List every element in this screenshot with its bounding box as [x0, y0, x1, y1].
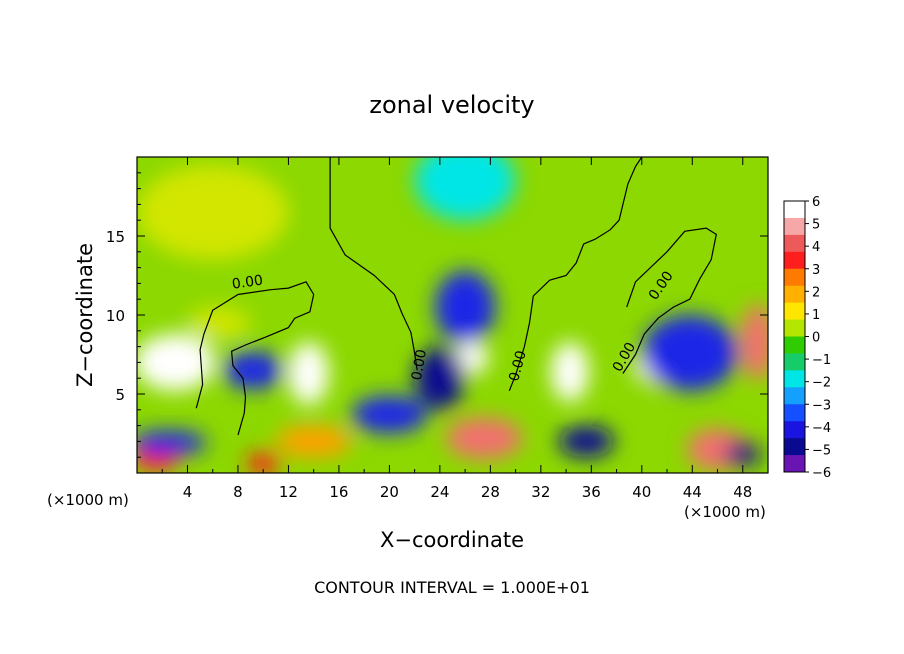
x-unit-label-right: (×1000 m) — [684, 503, 766, 521]
y-axis-ticks: 5 10 15 — [106, 172, 768, 458]
x-tick-label: 48 — [733, 483, 752, 501]
colorbar-swatch — [784, 319, 805, 337]
colorbar-swatch — [784, 217, 805, 236]
heatmap-blobs — [137, 157, 768, 473]
colorbar-swatch — [784, 404, 805, 422]
zero-contour-line — [508, 157, 643, 392]
x-tick-label: 16 — [329, 483, 348, 501]
heatmap-blob — [641, 315, 738, 391]
y-axis-label: Z−coordinate — [73, 243, 97, 387]
zero-contour-line — [329, 157, 418, 371]
contour-value-label: 0.00 — [409, 348, 430, 381]
heatmap-blob — [187, 307, 251, 339]
heatmap-blob — [414, 346, 466, 410]
colorbar-swatch — [784, 387, 805, 405]
contour-value-label: 0.00 — [231, 273, 264, 293]
colorbar-label: 0 — [812, 331, 820, 346]
y-tick-label: 10 — [106, 307, 125, 325]
heatmap-blob — [222, 351, 284, 390]
colorbar-swatch — [784, 285, 805, 304]
colorbar-label: −1 — [812, 353, 831, 368]
colorbar-label: −3 — [812, 398, 831, 413]
heatmap-blob — [741, 303, 768, 380]
colorbar-label: 2 — [812, 285, 820, 300]
colorbar-label: −4 — [812, 421, 831, 436]
heatmap-blob — [288, 341, 329, 406]
x-tick-label: 44 — [683, 483, 702, 501]
heatmap-blob — [558, 425, 615, 458]
heatmap-field: 0.000.00 0.00 0.000.00 — [137, 157, 768, 473]
y-tick-label: 5 — [115, 386, 125, 404]
x-tick-label: 40 — [632, 483, 651, 501]
colorbar-swatch — [784, 302, 805, 321]
x-tick-label: 36 — [582, 483, 601, 501]
colorbar-label: 6 — [812, 195, 820, 210]
colorbar-swatch — [784, 421, 805, 439]
heatmap-blob — [137, 430, 207, 456]
chart-title: zonal velocity — [369, 91, 534, 119]
contour-value-label: 0.00 — [506, 349, 530, 383]
x-axis-label: X−coordinate — [380, 528, 524, 552]
colorbar-swatch — [784, 370, 805, 388]
colorbar-label: 1 — [812, 308, 820, 323]
zero-contour-line — [622, 227, 717, 374]
heatmap-blob — [550, 341, 589, 402]
x-tick-label: 24 — [430, 483, 449, 501]
x-tick-label: 20 — [380, 483, 399, 501]
heatmap-blob — [414, 157, 516, 221]
x-axis-ticks: 4 8 12 16 20 24 28 32 36 40 44 48 — [161, 157, 752, 501]
heatmap-blob — [725, 441, 761, 467]
colorbar-swatch — [784, 353, 805, 371]
heatmap-blob — [246, 452, 280, 473]
heatmap-blob — [275, 425, 352, 458]
colorbar-label: 4 — [812, 240, 820, 255]
colorbar-label: −5 — [812, 443, 831, 458]
zero-contour-line — [195, 281, 315, 436]
colorbar-label: 5 — [812, 218, 820, 233]
zero-contours: 0.000.00 0.00 0.000.00 — [195, 157, 717, 436]
x-tick-label: 4 — [183, 483, 193, 501]
colorbar-label: −2 — [812, 376, 831, 391]
heatmap-blob — [446, 417, 522, 459]
x-unit-label-left: (×1000 m) — [47, 491, 129, 509]
colorbar-swatch — [784, 251, 805, 270]
heatmap-blob — [434, 270, 496, 344]
contour-interval-footer: CONTOUR INTERVAL = 1.000E+01 — [314, 578, 590, 597]
y-tick-label: 15 — [106, 228, 125, 246]
x-tick-label: 8 — [233, 483, 243, 501]
colorbar-swatch — [784, 438, 805, 456]
heatmap-blob — [137, 333, 216, 391]
x-tick-label: 12 — [279, 483, 298, 501]
colorbar-swatch — [784, 455, 805, 473]
x-tick-label: 28 — [481, 483, 500, 501]
colorbar-swatch — [784, 201, 805, 219]
colorbar-label: −6 — [812, 466, 831, 481]
heatmap-blob — [137, 164, 289, 260]
heatmap-blob — [351, 395, 428, 434]
colorbar-swatch — [784, 234, 805, 253]
x-tick-label: 32 — [531, 483, 550, 501]
colorbar-swatch — [784, 268, 805, 287]
colorbar-swatch — [784, 336, 805, 354]
colorbar-label: 3 — [812, 263, 820, 278]
colorbar-frame — [783, 200, 806, 473]
colorbar: 6 5 4 3 2 1 0 −1 −2 −3 −4 −5 −6 — [784, 195, 831, 481]
